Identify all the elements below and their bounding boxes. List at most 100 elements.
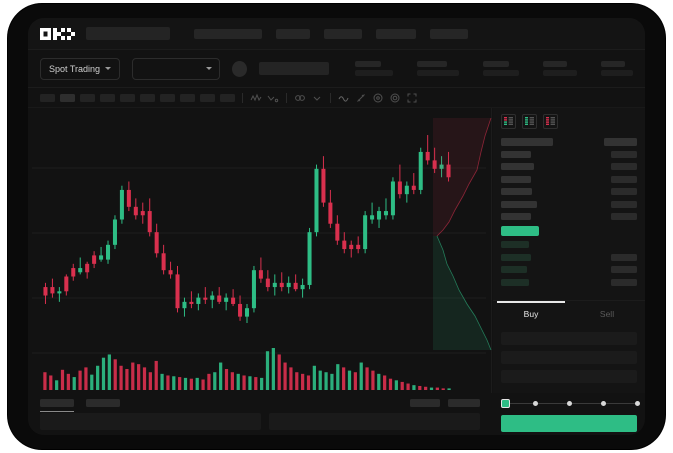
magnet-icon[interactable] <box>355 92 367 104</box>
stepper-dot[interactable] <box>566 401 572 406</box>
order-form-field[interactable] <box>501 351 637 364</box>
orderbook-col-price <box>501 137 553 146</box>
orders-action-button[interactable] <box>448 399 480 407</box>
orders-actions <box>410 399 480 407</box>
orders-card <box>268 413 480 430</box>
orderbook-amount-cell <box>611 253 637 261</box>
orderbook-bid-row[interactable] <box>501 240 637 249</box>
orderbook-bid-row[interactable] <box>501 253 637 262</box>
orderbook-amount-cell <box>611 150 637 158</box>
submit-order-button[interactable] <box>501 415 637 432</box>
order-form-field[interactable] <box>501 370 637 383</box>
settings-icon[interactable] <box>389 92 401 104</box>
header-nav-item[interactable] <box>276 28 310 39</box>
orderbook-price-cell <box>501 278 529 286</box>
orderbook-amount-cell <box>611 188 637 195</box>
header-nav-item[interactable] <box>194 28 262 39</box>
market-type-label: Spot Trading <box>49 63 101 74</box>
stat-value <box>354 70 393 76</box>
timeframe-button[interactable] <box>120 93 135 102</box>
timeframe-button[interactable] <box>200 93 215 102</box>
orderbook-mode-group[interactable] <box>501 114 637 129</box>
device-frame: Spot Trading <box>8 4 665 449</box>
orderbook-amount-cell <box>611 163 637 170</box>
orderbook-amount-cell <box>611 175 637 183</box>
orderbook-ask-row[interactable] <box>501 162 637 171</box>
app-screen: Spot Trading <box>28 18 645 435</box>
market-type-selector[interactable]: Spot Trading <box>40 57 121 80</box>
template-icon[interactable] <box>294 92 306 104</box>
orderbook-price-cell <box>501 253 531 261</box>
toolbar-divider <box>286 92 287 103</box>
timeframe-button[interactable] <box>140 93 155 102</box>
orderbook-amount-cell <box>611 213 637 220</box>
timeframe-button[interactable] <box>40 93 55 102</box>
timeframe-button[interactable] <box>160 93 175 102</box>
header-nav-item[interactable] <box>324 28 362 39</box>
timeframe-button[interactable] <box>60 93 75 102</box>
orders-action-button[interactable] <box>410 399 440 407</box>
compare-icon[interactable] <box>267 92 279 104</box>
orderbook-price-cell <box>501 200 537 208</box>
candlestick-chart[interactable] <box>28 108 492 393</box>
orderbook-ask-row[interactable] <box>501 187 637 196</box>
header-nav-group <box>194 28 468 39</box>
timeframe-group[interactable] <box>40 93 235 102</box>
market-stat <box>354 61 393 76</box>
orderbook-col-amount <box>604 137 637 146</box>
timeframe-button[interactable] <box>100 93 115 102</box>
orderbook-last-price <box>501 225 539 236</box>
buy-sell-tabs[interactable]: Buy Sell <box>493 300 645 326</box>
pair-avatar-icon <box>231 60 247 77</box>
orders-tab-group[interactable] <box>40 399 480 412</box>
orderbook-bid-row[interactable] <box>501 265 637 274</box>
timeframe-button[interactable] <box>80 93 95 102</box>
quantity-stepper[interactable] <box>501 399 640 408</box>
order-book-panel[interactable] <box>493 108 645 393</box>
orderbook-ask-row[interactable] <box>501 175 637 184</box>
orderbook-amount-cell <box>611 200 637 208</box>
bids-only-icon[interactable] <box>522 114 537 129</box>
pair-name-placeholder <box>258 62 329 75</box>
stepper-dot[interactable] <box>634 401 640 406</box>
order-form-field[interactable] <box>501 332 637 345</box>
orderbook-price-cell <box>501 163 534 170</box>
chevron-down-icon[interactable] <box>311 92 323 104</box>
indicator-icon[interactable] <box>250 92 262 104</box>
orderbook-ask-row[interactable] <box>501 150 637 159</box>
asks-only-icon[interactable] <box>543 114 558 129</box>
orderbook-bid-row[interactable] <box>501 278 637 287</box>
fullscreen-icon[interactable] <box>406 92 418 104</box>
toolbar-divider <box>242 92 243 103</box>
stepper-dot[interactable] <box>600 401 606 406</box>
stat-value <box>600 70 633 76</box>
stat-value <box>416 70 459 76</box>
market-stat <box>600 61 633 76</box>
both-icon[interactable] <box>501 114 516 129</box>
orderbook-ask-row[interactable] <box>501 212 637 221</box>
stepper-dot[interactable] <box>532 401 538 406</box>
orders-tab[interactable] <box>40 399 74 412</box>
alert-icon[interactable] <box>372 92 384 104</box>
chevron-down-icon <box>105 67 112 70</box>
orderbook-spread-row[interactable] <box>501 225 637 237</box>
orders-tab[interactable] <box>86 399 120 407</box>
tab-sell[interactable]: Sell <box>569 301 645 326</box>
timeframe-button[interactable] <box>180 93 195 102</box>
line-style-icon[interactable] <box>338 92 350 104</box>
orderbook-price-cell <box>501 150 531 158</box>
trading-pair-select[interactable] <box>132 57 220 80</box>
tab-label: Sell <box>599 308 615 319</box>
order-form[interactable] <box>493 326 645 393</box>
okx-logo-icon[interactable] <box>40 27 76 40</box>
search-input[interactable] <box>86 27 170 40</box>
timeframe-button[interactable] <box>220 93 235 102</box>
orderbook-ask-row[interactable] <box>501 200 637 209</box>
tab-buy[interactable]: Buy <box>493 301 569 326</box>
header-nav-item[interactable] <box>376 28 416 39</box>
orderbook-rows[interactable] <box>501 150 637 287</box>
header-nav-item[interactable] <box>430 28 468 39</box>
orderbook-price-cell <box>501 213 531 220</box>
stepper-handle[interactable] <box>501 399 510 408</box>
amount-stepper-panel[interactable] <box>493 393 645 435</box>
